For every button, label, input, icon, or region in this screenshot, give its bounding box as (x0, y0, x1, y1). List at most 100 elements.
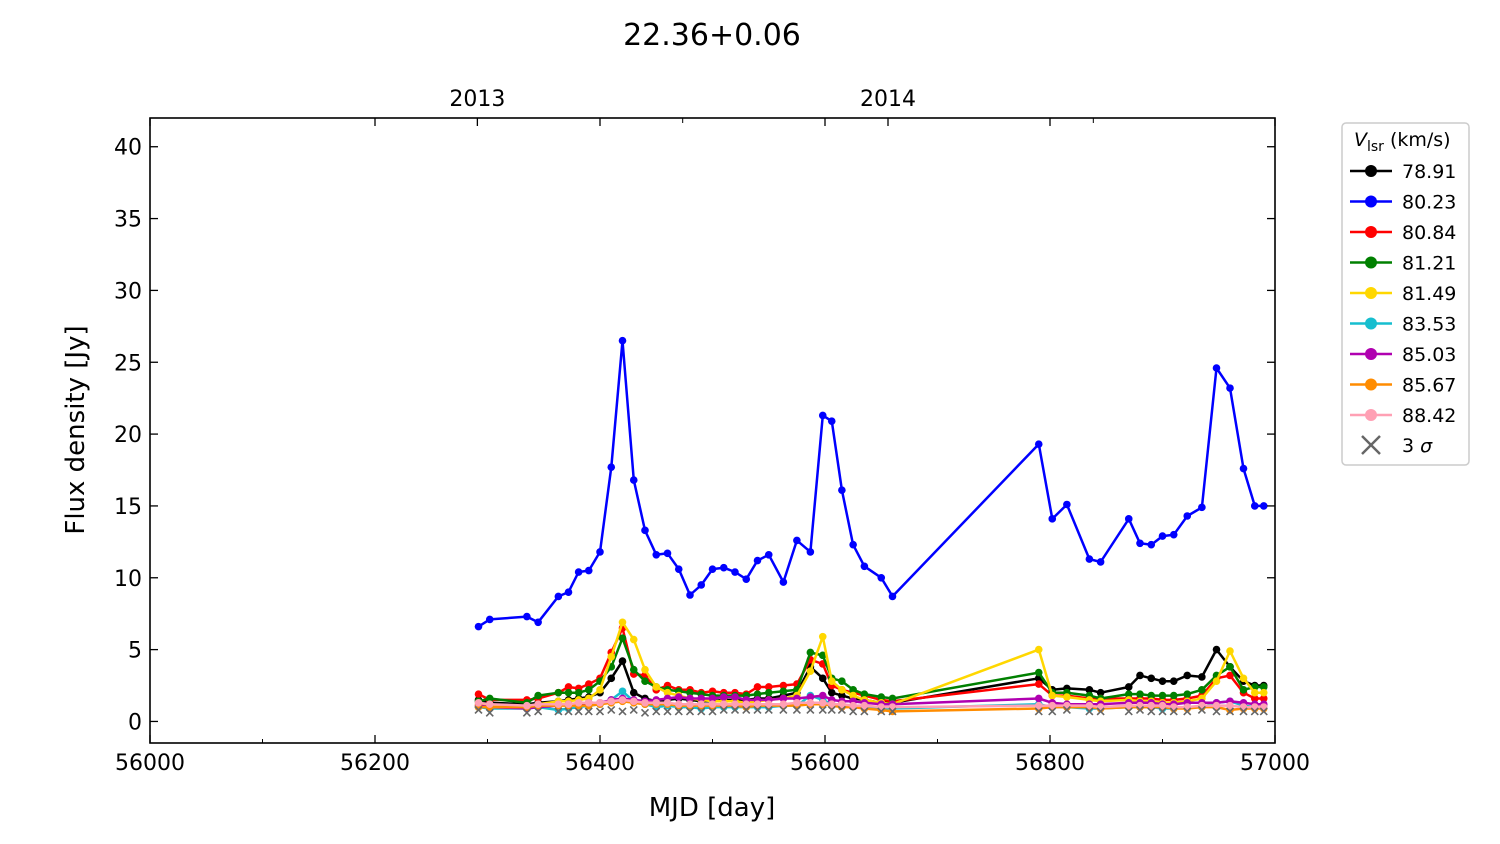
data-point-78.91 (1096, 688, 1105, 697)
data-point-81.21 (1183, 690, 1192, 698)
data-point-80.23 (1259, 502, 1268, 510)
data-point-80.23 (607, 463, 616, 471)
data-point-81.21 (485, 694, 494, 703)
plot-frame (149, 117, 1276, 744)
data-point-83.53 (618, 687, 627, 696)
data-point-88.42 (849, 701, 857, 710)
data-point-88.42 (731, 700, 739, 709)
data-point-81.49 (641, 665, 649, 674)
data-point-80.23 (485, 615, 494, 624)
sigma-marker (1062, 705, 1071, 715)
data-point-88.42 (607, 697, 616, 706)
legend-entry-85.67: 85.67 (1350, 375, 1456, 397)
data-point-80.23 (596, 548, 604, 556)
data-point-80.23 (719, 563, 728, 572)
data-point-80.23 (806, 548, 815, 556)
data-point-80.84 (564, 683, 573, 691)
y-tick-label: 20 (114, 423, 142, 448)
legend: Vlsr (km/s) 78.91 80.23 80.84 81.21 81.49 83.5… (1341, 122, 1470, 466)
data-point-88.42 (827, 700, 836, 709)
top-axis-label: 2013 (449, 87, 505, 112)
sigma-marker (1085, 707, 1094, 716)
data-point-88.42 (584, 698, 593, 707)
sigma-marker (730, 705, 740, 715)
data-point-85.03 (818, 691, 827, 700)
data-point-88.42 (554, 700, 563, 709)
data-point-81.21 (1147, 691, 1156, 700)
data-point-88.42 (779, 700, 788, 709)
data-point-80.23 (742, 575, 751, 584)
data-point-81.21 (641, 677, 649, 686)
x-tick-label: 56000 (115, 751, 185, 776)
data-point-88.42 (1158, 701, 1167, 710)
data-point-81.21 (618, 634, 627, 642)
sigma-marker (1197, 705, 1206, 715)
sigma-marker (708, 707, 717, 716)
sigma-marker (1225, 707, 1235, 716)
data-point-81.21 (779, 687, 788, 696)
data-point-88.42 (1147, 701, 1156, 710)
data-point-81.21 (629, 665, 638, 674)
y-tick-label: 40 (114, 136, 142, 161)
sigma-marker (1239, 707, 1248, 716)
data-point-78.91 (1147, 674, 1156, 683)
data-point-78.91 (1158, 677, 1167, 686)
data-point-78.91 (827, 688, 836, 697)
data-point-81.21 (849, 686, 857, 694)
data-point-78.91 (1183, 671, 1192, 680)
legend-label: 81.21 (1402, 253, 1456, 275)
sigma-marker (554, 707, 563, 716)
data-point-80.23 (1250, 502, 1259, 510)
data-point-81.21 (574, 688, 583, 697)
data-point-80.23 (1063, 500, 1071, 509)
data-point-88.42 (1124, 701, 1133, 710)
sigma-marker (753, 705, 762, 715)
data-point-81.49 (629, 635, 638, 644)
series-line-80.23 (477, 339, 1264, 628)
sigma-marker (888, 707, 897, 716)
sigma-marker (1034, 707, 1043, 716)
data-point-88.42 (474, 698, 483, 707)
data-point-88.42 (1034, 701, 1043, 710)
data-point-81.21 (1259, 683, 1268, 691)
data-point-80.23 (523, 612, 531, 621)
legend-label: 78.91 (1402, 161, 1456, 183)
data-point-80.23 (888, 592, 897, 601)
data-point-81.21 (764, 688, 773, 697)
sigma-marker (860, 707, 869, 716)
legend-entry-81.21: 81.21 (1350, 253, 1456, 275)
sigma-marker (1212, 707, 1221, 716)
data-point-81.21 (806, 648, 815, 657)
data-point-80.23 (1158, 532, 1167, 540)
data-point-78.91 (1169, 677, 1178, 686)
data-point-80.23 (474, 622, 483, 631)
sigma-marker (1183, 707, 1192, 716)
sigma-marker (584, 707, 593, 716)
data-point-81.49 (806, 667, 815, 675)
data-point-88.42 (742, 700, 751, 709)
data-point-78.91 (1198, 673, 1206, 681)
data-point-88.42 (806, 698, 815, 707)
legend-entry-80.23: 80.23 (1350, 192, 1456, 214)
legend-label: 88.42 (1402, 405, 1456, 427)
sigma-marker (629, 705, 638, 715)
legend-label: 80.23 (1402, 192, 1456, 214)
data-point-80.23 (827, 417, 836, 425)
sigma-marker (818, 705, 827, 715)
data-point-80.23 (764, 550, 773, 559)
data-point-80.23 (574, 568, 583, 576)
data-point-88.42 (838, 700, 846, 709)
legend-label: 80.84 (1402, 222, 1456, 244)
data-point-80.23 (663, 549, 672, 558)
data-point-85.03 (697, 694, 706, 703)
data-point-88.42 (753, 700, 762, 709)
legend-marker (1365, 348, 1377, 360)
data-point-80.23 (652, 550, 661, 559)
sigma-marker (779, 705, 788, 715)
sigma-marker (1048, 707, 1057, 716)
data-point-81.21 (877, 693, 886, 701)
data-point-81.49 (1063, 693, 1071, 701)
data-point-80.23 (731, 568, 739, 576)
